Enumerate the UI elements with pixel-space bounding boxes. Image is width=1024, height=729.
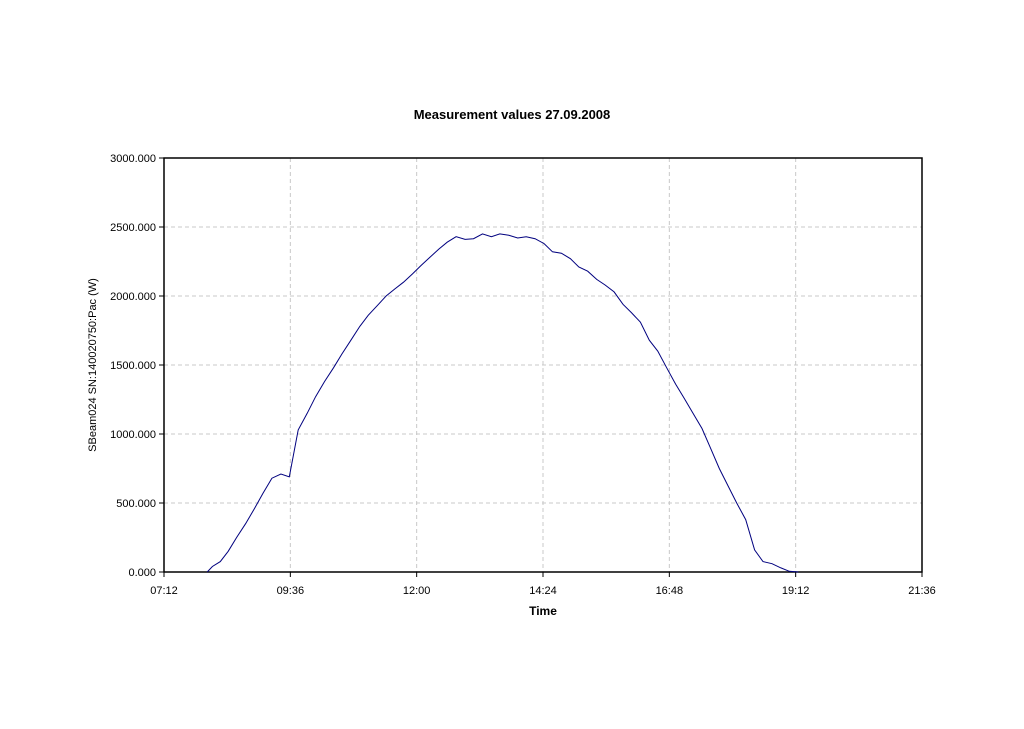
y-tick-label: 0.000 — [128, 567, 156, 579]
y-tick-label: 1000.000 — [110, 429, 156, 441]
y-axis: 0.000 500.000 1000.000 1500.000 2000.000 2500… — [110, 153, 164, 579]
y-tick-label: 3000.000 — [110, 153, 156, 165]
x-tick-label: 19:12 — [782, 585, 810, 597]
x-tick-label: 09:36 — [277, 585, 305, 597]
x-axis-label: Time — [529, 604, 557, 618]
y-tick-label: 1500.000 — [110, 360, 156, 372]
y-tick-label: 500.000 — [116, 498, 156, 510]
y-tick-label: 2500.000 — [110, 222, 156, 234]
y-axis-label: SBeam024 SN:140020750:Pac (W) — [87, 278, 99, 452]
x-tick-label: 14:24 — [529, 585, 557, 597]
chart-title: Measurement values 27.09.2008 — [414, 107, 611, 122]
x-tick-label: 21:36 — [908, 585, 936, 597]
x-axis: 07:12 09:36 12:00 14:24 16:48 19:12 21:36 — [150, 572, 936, 597]
x-tick-label: 12:00 — [403, 585, 431, 597]
x-tick-label: 07:12 — [150, 585, 178, 597]
series-line-pac — [206, 233, 799, 573]
y-tick-label: 2000.000 — [110, 291, 156, 303]
x-tick-label: 16:48 — [656, 585, 684, 597]
grid — [164, 158, 922, 572]
